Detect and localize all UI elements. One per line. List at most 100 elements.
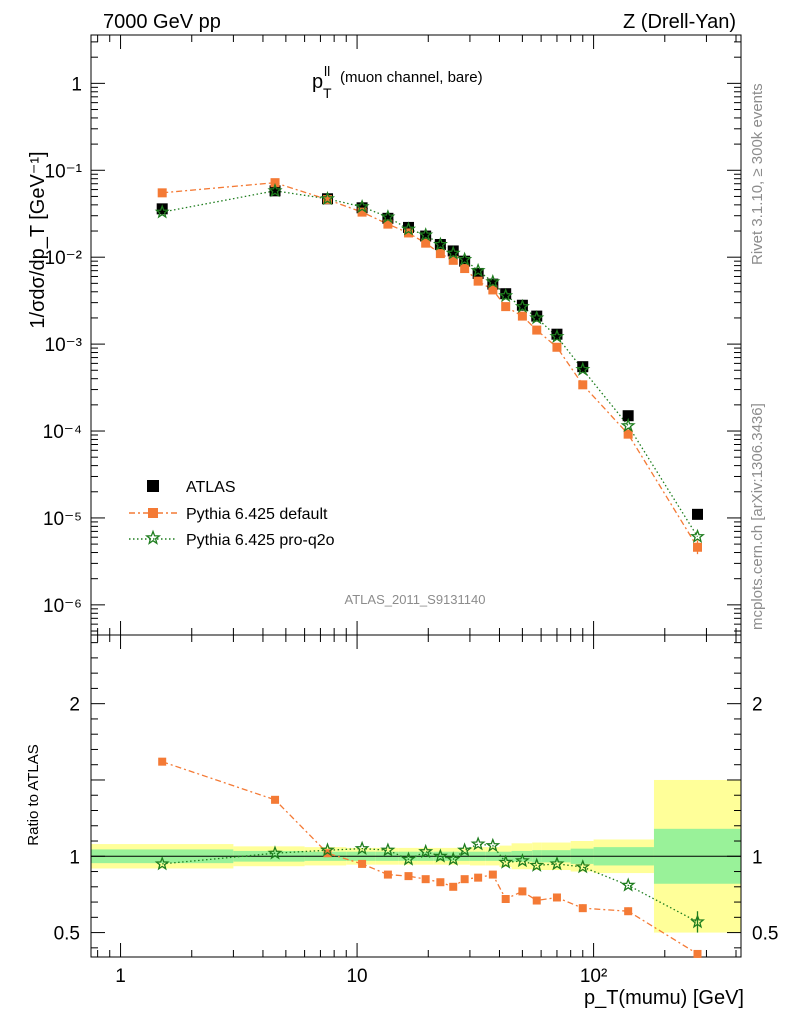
plot-title-main: p — [312, 71, 323, 93]
ratio-default-point — [449, 882, 458, 891]
ratio-proq2o-point — [620, 877, 636, 892]
atlas-data-point — [382, 212, 394, 224]
ratio-proq2o-point — [354, 840, 370, 856]
ratio-plot-frame — [90, 634, 742, 958]
ratio-y-axis-tick-label-right: 2 — [752, 695, 763, 716]
plot-title-sub: T — [323, 85, 332, 101]
ratio-proq2o-point — [514, 853, 530, 868]
proq2o-mc-point — [470, 262, 486, 278]
ratio-default-point — [474, 873, 483, 882]
default-mc-point — [448, 255, 458, 265]
main-y-axis-tick-label: 10⁻³ — [45, 335, 83, 356]
proq2o-mc-point — [267, 182, 283, 198]
ratio-proq2o-point — [267, 845, 283, 860]
atlas-data-point — [434, 238, 446, 250]
legend-label-proq2o: Pythia 6.425 pro-q2o — [186, 532, 335, 549]
ratio-default-point — [501, 895, 510, 904]
ratio-proq2o-point — [529, 857, 545, 872]
legend-label-atlas: ATLAS — [186, 479, 236, 496]
ratio-y-axis-title: Ratio to ATLAS — [25, 744, 42, 845]
atlas-data-point — [692, 508, 704, 520]
ratio-default-point — [421, 875, 430, 884]
default-mc-point — [357, 207, 367, 217]
default-mc-point — [383, 219, 393, 229]
default-mc-point — [421, 238, 431, 248]
ratio-proq2o-point — [470, 836, 486, 851]
ratio-default-point — [460, 875, 469, 884]
proq2o-mc-point — [354, 198, 370, 214]
ratio-default-point — [552, 893, 561, 902]
ratio-proq2o-point — [549, 855, 565, 871]
x-axis-title: p_T(mumu) [GeV] — [584, 987, 744, 1009]
ratio-proq2o-point — [457, 842, 473, 857]
proq2o-mc-point — [498, 287, 514, 303]
main-y-axis-tick-label: 10⁻⁵ — [43, 509, 82, 530]
legend-marker-proq2o — [145, 529, 161, 545]
proq2o-mc-point — [549, 328, 565, 344]
x-axis-tick-label: 1 — [115, 966, 126, 987]
ratio-proq2o-point — [154, 856, 170, 871]
main-y-axis-tick-label: 1 — [71, 74, 82, 95]
ratio-default-point — [358, 859, 367, 868]
plot-title-sup: ll — [324, 63, 330, 79]
default-mc-point — [532, 325, 542, 335]
atlas-data-point — [551, 328, 563, 340]
x-axis-tick-label: 10² — [580, 966, 607, 987]
default-mc-point — [404, 228, 414, 238]
legend-marker-atlas — [147, 480, 159, 492]
atlas-data-point — [577, 361, 589, 373]
atlas-data-point — [447, 245, 459, 257]
ratio-default-point — [383, 870, 392, 879]
ratio-proq2o-point — [432, 848, 448, 863]
ratio-y-axis-title-text: Ratio to ATLAS — [25, 744, 42, 845]
proq2o-mc-point — [575, 361, 591, 376]
ratio-default-point — [158, 757, 167, 766]
proq2o-mc-point — [514, 298, 530, 314]
x-axis-tick-label: 10 — [346, 966, 367, 987]
ratio-default-point — [693, 949, 702, 958]
ratio-y-axis-tick-label-right: 0.5 — [752, 924, 778, 945]
proq2o-mc-point — [485, 274, 501, 289]
atlas-data-point — [156, 203, 168, 215]
ratio-default-point — [404, 872, 413, 881]
proq2o-mc-point — [154, 204, 170, 219]
rivet-version-label: Rivet 3.1.10, ≥ 300k events — [749, 83, 766, 265]
ratio-proq2o-point — [445, 851, 461, 866]
ratio-y-axis-tick-label: 2 — [69, 695, 80, 716]
default-mc-point — [501, 302, 511, 312]
main-y-axis-title-text: 1/σdσ/dp_T [GeV⁻¹] — [27, 151, 49, 328]
ratio-default-point — [518, 887, 527, 896]
ratio-y-axis-tick-label: 0.5 — [54, 924, 80, 945]
atlas-data-point — [500, 288, 512, 300]
legend-label-default: Pythia 6.425 default — [186, 506, 328, 523]
atlas-data-point — [516, 299, 528, 311]
ratio-proq2o-point — [485, 837, 501, 853]
proq2o-mc-point — [620, 417, 636, 433]
ratio-default-point — [532, 896, 541, 905]
main-y-axis-tick-label: 10⁻⁶ — [43, 596, 82, 617]
default-mc-point — [270, 178, 280, 188]
ratio-default-point — [271, 795, 280, 804]
analysis-id-label: ATLAS_2011_S9131140 — [345, 592, 486, 607]
ratio-default-point — [578, 904, 587, 913]
default-mc-point — [488, 285, 498, 295]
ratio-default-point — [624, 907, 633, 916]
default-mc-point — [473, 276, 483, 286]
default-mc-point — [552, 342, 562, 352]
legend-marker-default — [148, 508, 158, 518]
ratio-proq2o-point — [418, 843, 434, 859]
proq2o-mc-point — [401, 221, 416, 236]
main-y-axis-tick-label: 10⁻² — [45, 248, 83, 269]
ratio-default-point — [488, 870, 497, 879]
default-mc-point — [517, 311, 527, 321]
default-mc-point — [460, 264, 470, 274]
proq2o-mc-point — [690, 528, 705, 544]
main-y-axis-title: 1/σdσ/dp_T [GeV⁻¹] — [27, 151, 49, 328]
ratio-line-proq2o — [162, 843, 698, 923]
default-mc-point — [623, 429, 633, 439]
default-mc-point — [435, 249, 445, 259]
plot-title: p ll T (muon channel, bare) — [312, 63, 483, 101]
ratio-y-axis-tick-label-right: 1 — [752, 847, 763, 868]
chart-marks: 1 10 10² 1 10⁻¹ 10⁻² 10⁻³ 10⁻⁴ 10⁻⁵ 10⁻⁶ 0.5 0.5 1 1 2… — [43, 34, 778, 987]
default-mc-point — [323, 195, 333, 205]
